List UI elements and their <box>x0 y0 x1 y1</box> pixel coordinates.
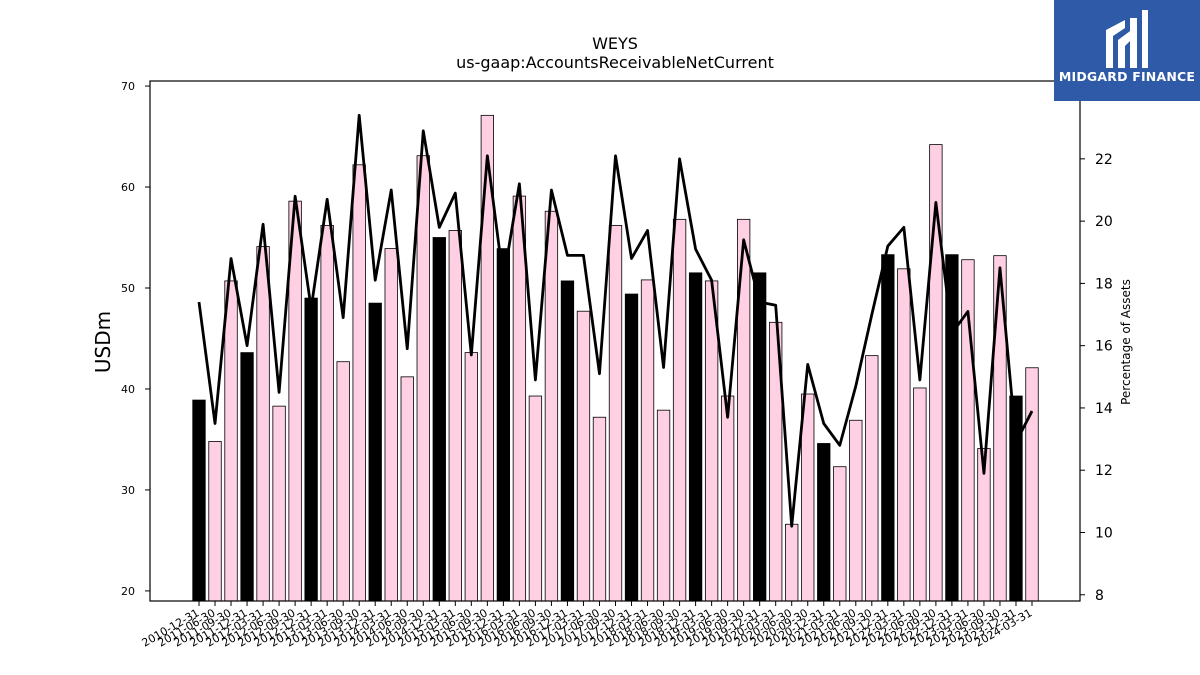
bar <box>592 416 607 602</box>
bar <box>320 224 334 602</box>
bar <box>432 237 446 602</box>
brand-logo: MIDGARD FINANCE <box>1054 0 1200 101</box>
bar <box>865 355 879 602</box>
y-tick-label: 70 <box>121 80 135 93</box>
y2-tick-label: 10 <box>1095 525 1113 541</box>
bar <box>304 297 318 602</box>
percentage-line <box>197 113 1034 528</box>
bar <box>448 230 462 602</box>
bar <box>640 279 655 602</box>
y2-tick-label: 22 <box>1095 152 1113 168</box>
bar <box>1009 395 1023 602</box>
bar <box>624 293 639 602</box>
bar <box>897 268 911 602</box>
bar <box>352 164 366 602</box>
bar <box>256 246 270 602</box>
bar <box>192 399 206 602</box>
bar <box>1025 367 1039 602</box>
bar <box>528 395 543 602</box>
bar <box>833 466 847 602</box>
bar <box>368 302 382 602</box>
bar <box>881 254 895 602</box>
bar <box>464 352 478 602</box>
bar <box>817 443 831 602</box>
bar <box>544 210 559 602</box>
y2-tick-label: 20 <box>1095 214 1113 230</box>
y2-tick-label: 16 <box>1095 339 1113 355</box>
y-tick-label: 20 <box>121 585 135 598</box>
line-group <box>197 113 1034 528</box>
bar <box>512 195 527 602</box>
y2-tick-label: 14 <box>1095 401 1113 417</box>
brand-logo-text: MIDGARD FINANCE <box>1058 69 1196 84</box>
y-tick-label: 60 <box>121 181 135 194</box>
bar <box>240 352 254 602</box>
y2-tick-label: 18 <box>1095 276 1113 292</box>
y2-axis-label: Percentage of Assets <box>1119 279 1133 405</box>
bar <box>208 441 222 602</box>
bar <box>400 376 414 602</box>
bar <box>336 361 350 602</box>
bar <box>272 405 286 602</box>
bar <box>656 409 671 602</box>
y-axis-label: USDm <box>91 311 115 373</box>
bar <box>785 523 799 602</box>
bar <box>720 395 735 602</box>
y2-tick-label: 8 <box>1095 588 1104 604</box>
bar <box>416 155 430 602</box>
bar <box>496 248 511 602</box>
bar <box>576 310 591 602</box>
bar <box>801 393 815 602</box>
bar <box>849 419 863 602</box>
chart-title: WEYS <box>592 34 638 53</box>
y2-tick-label: 12 <box>1095 463 1113 479</box>
bar <box>688 272 703 602</box>
bars-group <box>192 114 1039 602</box>
brand-logo-icon <box>1106 10 1148 68</box>
bar <box>672 218 687 602</box>
bar <box>608 224 623 602</box>
bar <box>753 272 767 602</box>
y-tick-label: 50 <box>121 282 135 295</box>
bar <box>384 248 398 602</box>
bar <box>913 387 927 602</box>
chart-subtitle: us-gaap:AccountsReceivableNetCurrent <box>456 53 774 72</box>
y-tick-label: 30 <box>121 484 135 497</box>
bar <box>560 280 575 602</box>
y-tick-label: 40 <box>121 383 135 396</box>
bar <box>224 280 238 602</box>
